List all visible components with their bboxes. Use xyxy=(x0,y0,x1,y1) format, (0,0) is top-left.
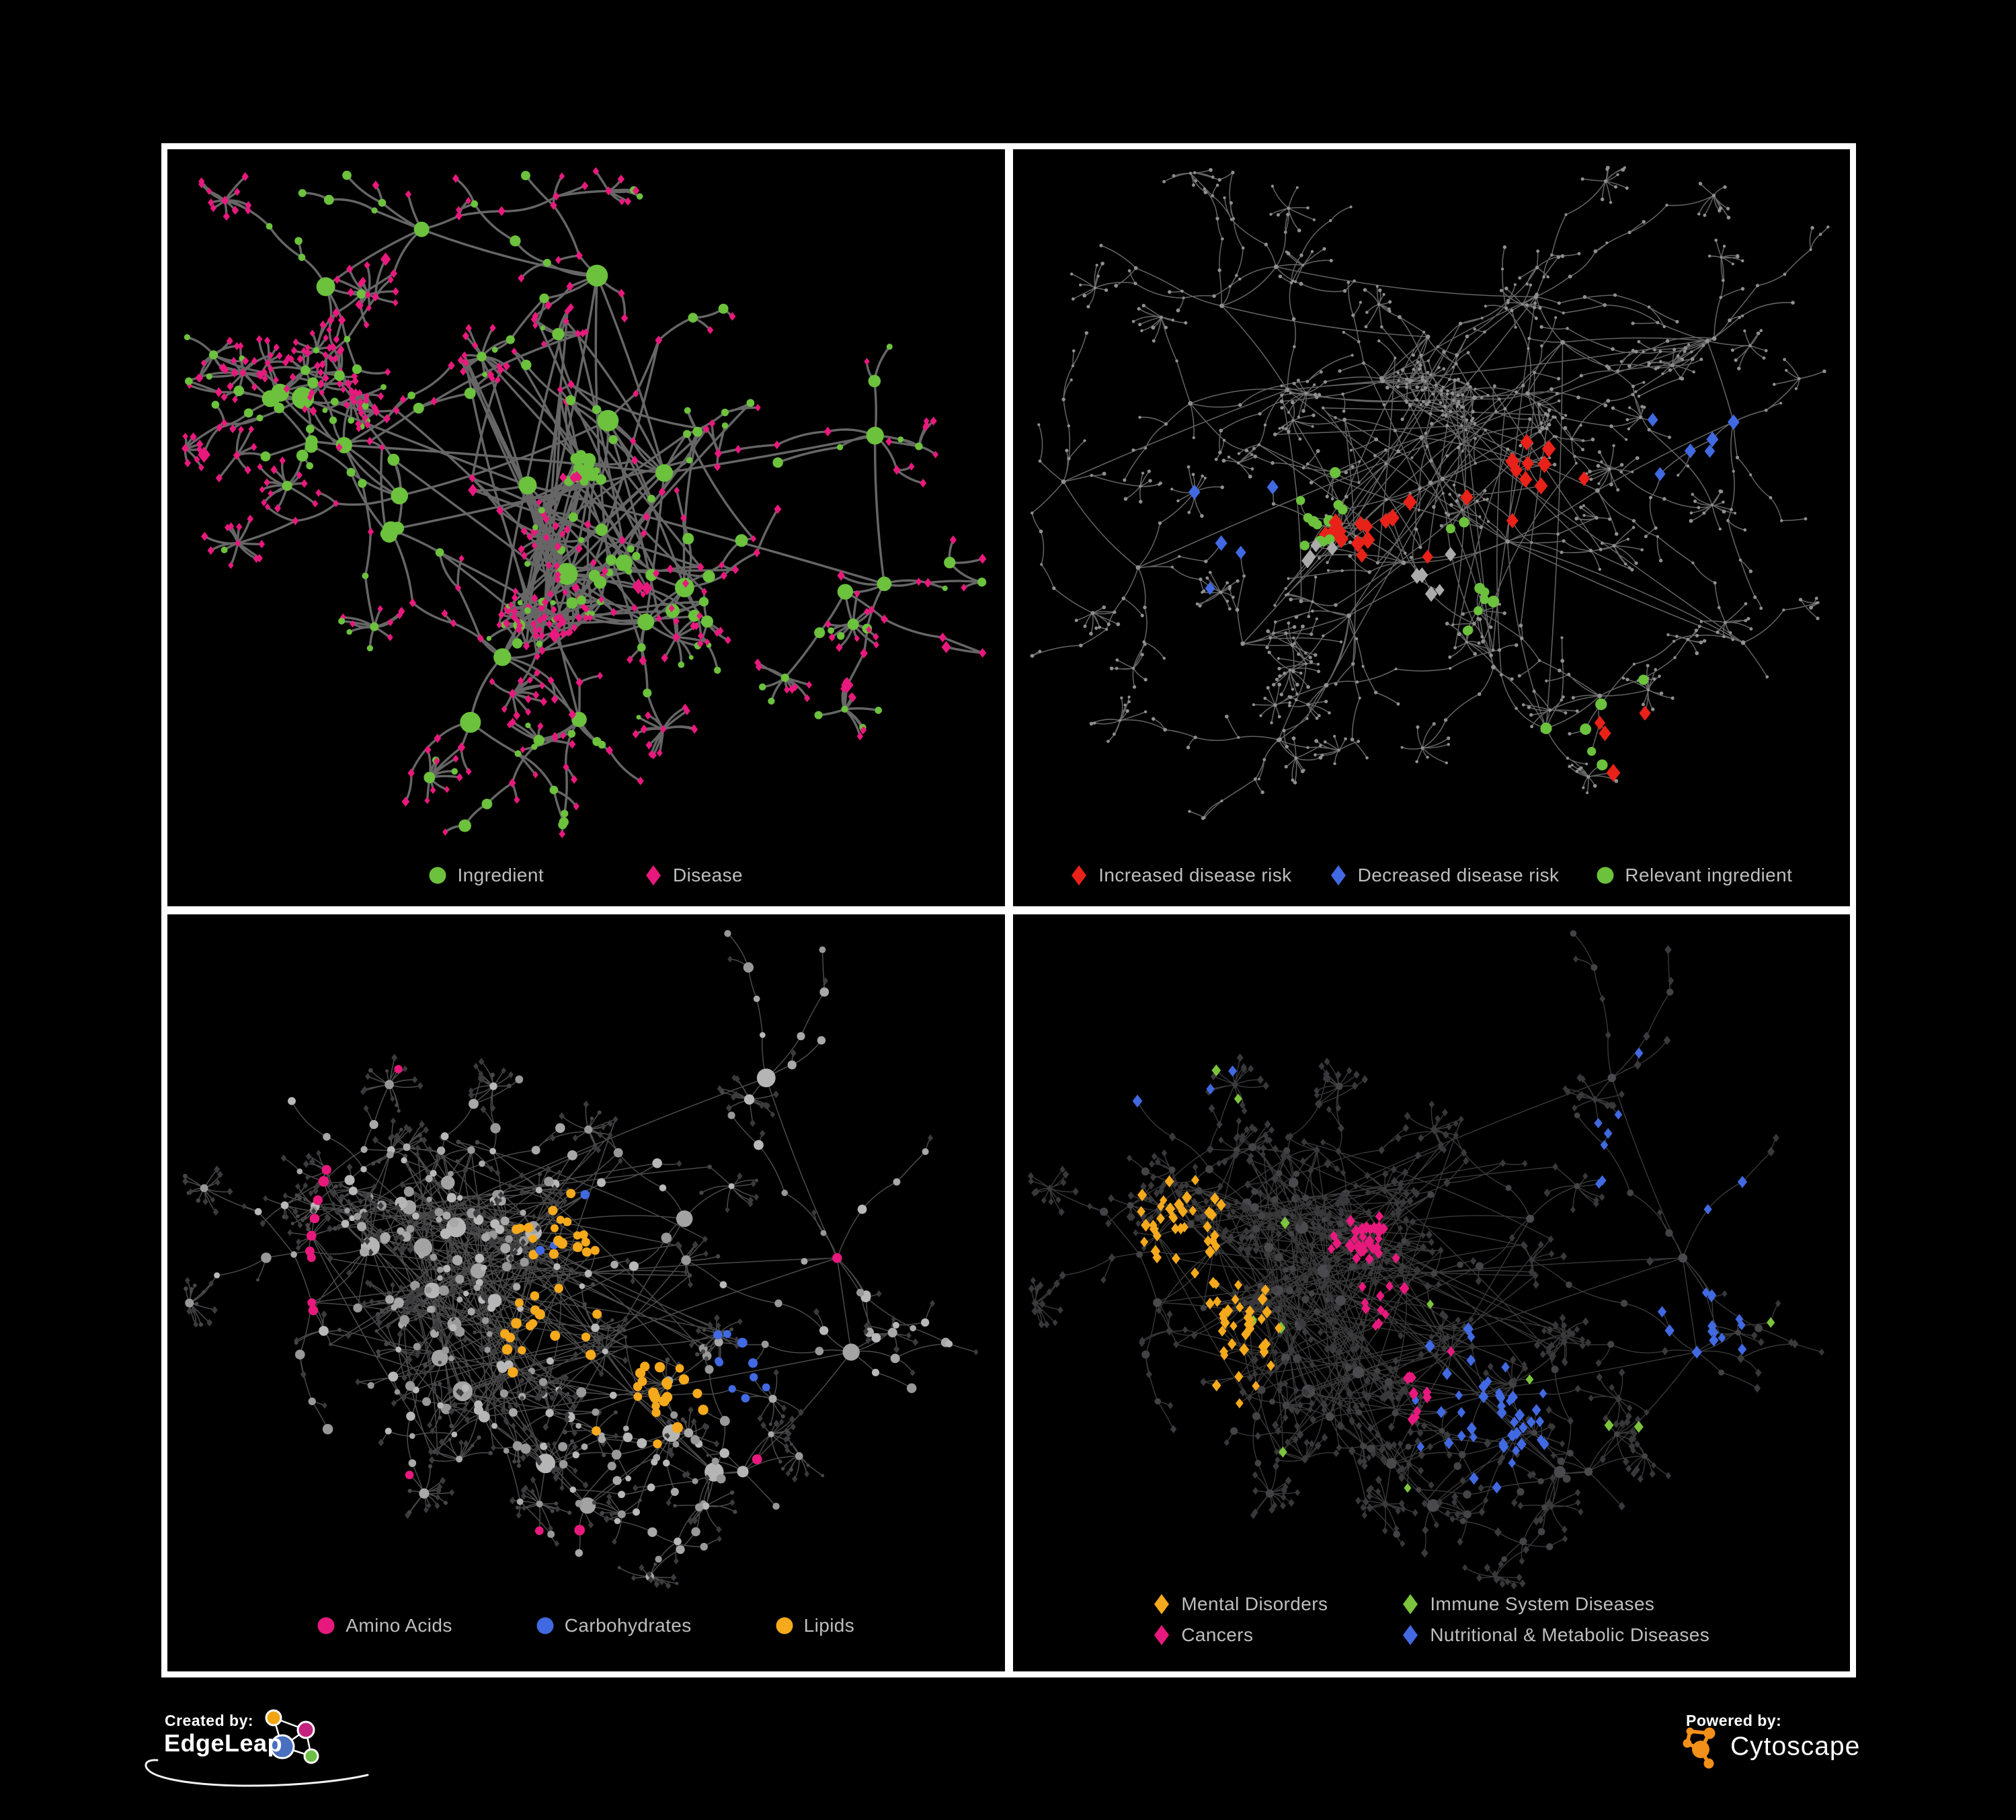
legend-diamond-icon xyxy=(1403,1594,1418,1614)
legend-label: Relevant ingredient xyxy=(1625,865,1793,885)
legend-item-disease: Disease xyxy=(645,865,743,886)
legend-label: Mental Disorders xyxy=(1181,1593,1328,1614)
legend-diamond-icon xyxy=(1403,1625,1418,1645)
legend-item-lipids: Lipids xyxy=(776,1615,855,1636)
legend-label: Carbohydrates xyxy=(564,1615,692,1636)
legend-item-increased-disease-risk: Increased disease risk xyxy=(1070,865,1291,886)
cytoscape-wordmark: Cytoscape xyxy=(1730,1732,1861,1761)
panel-ingredient-disease: Ingredient Disease xyxy=(167,149,1005,906)
panel-grid: Ingredient Disease Increased disease risk… xyxy=(161,143,1856,1677)
legend-ingredient-disease: Ingredient Disease xyxy=(167,865,1005,886)
legend-circle-icon xyxy=(429,867,446,884)
network-disease-categories xyxy=(1027,930,1824,1590)
legend-diamond-icon xyxy=(1154,1594,1170,1614)
network-macronutrients xyxy=(182,930,979,1589)
legend-diamond-icon xyxy=(1154,1625,1170,1645)
legend-disease-risk: Increased disease risk Decreased disease … xyxy=(1013,865,1851,886)
legend-item-amino-acids: Amino Acids xyxy=(317,1615,452,1636)
legend-item-relevant-ingredient: Relevant ingredient xyxy=(1597,865,1792,886)
network-ingredient-disease xyxy=(182,167,987,838)
legend-label: Ingredient xyxy=(457,865,545,885)
legend-label: Increased disease risk xyxy=(1098,865,1292,885)
legend-item-carbohydrates: Carbohydrates xyxy=(536,1615,692,1636)
legend-item-decreased-disease-risk: Decreased disease risk xyxy=(1330,865,1560,886)
legend-label: Amino Acids xyxy=(346,1615,452,1636)
legend-item-mental-disorders: Mental Disorders xyxy=(1153,1593,1402,1615)
legend-diamond-icon xyxy=(1330,865,1346,885)
network-disease-risk xyxy=(1030,165,1830,820)
legend-diamond-icon xyxy=(646,865,661,885)
legend-label: Nutritional & Metabolic Diseases xyxy=(1430,1624,1710,1645)
legend-circle-icon xyxy=(1597,867,1614,884)
legend-item-nutritional-metabolic-diseases: Nutritional & Metabolic Diseases xyxy=(1402,1624,1709,1646)
powered-by-label: Powered by: xyxy=(1686,1712,1782,1729)
legend-disease-categories: Mental Disorders Immune System Diseases Ca… xyxy=(1013,1593,1851,1646)
edgeleap-credit: Created by: EdgeLeap xyxy=(94,1700,417,1814)
panel-disease-risk: Increased disease risk Decreased disease … xyxy=(1012,149,1851,906)
legend-label: Cancers xyxy=(1181,1624,1254,1645)
legend-item-ingredient: Ingredient xyxy=(429,865,544,886)
legend-circle-icon xyxy=(776,1617,793,1634)
legend-label: Disease xyxy=(673,865,743,885)
legend-item-cancers: Cancers xyxy=(1153,1624,1402,1646)
edgeleap-logo-icon xyxy=(145,1709,369,1787)
cytoscape-credit: Powered by: Cytoscape xyxy=(1667,1706,2010,1814)
legend-circle-icon xyxy=(536,1617,554,1634)
created-by-label: Created by: xyxy=(165,1712,254,1729)
edgeleap-wordmark: EdgeLeap xyxy=(164,1729,283,1757)
legend-diamond-icon xyxy=(1072,865,1087,885)
legend-label: Lipids xyxy=(803,1615,855,1636)
legend-item-immune-system-diseases: Immune System Diseases xyxy=(1402,1593,1709,1615)
cytoscape-logo-icon xyxy=(1683,1727,1716,1769)
legend-label: Decreased disease risk xyxy=(1357,865,1560,885)
legend-circle-icon xyxy=(317,1617,335,1634)
legend-macronutrients: Amino Acids Carbohydrates Lipids xyxy=(167,1615,1005,1636)
legend-label: Immune System Diseases xyxy=(1430,1593,1655,1614)
panel-disease-categories: Mental Disorders Immune System Diseases Ca… xyxy=(1012,914,1851,1671)
panel-macronutrients: Amino Acids Carbohydrates Lipids xyxy=(167,914,1005,1671)
